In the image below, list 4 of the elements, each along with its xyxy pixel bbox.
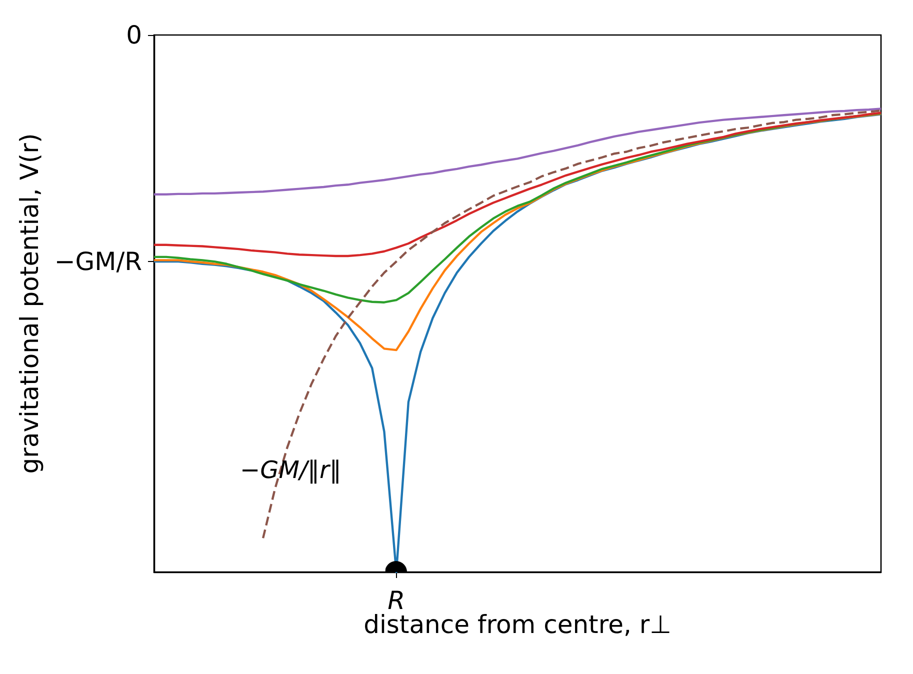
text: −GM/R: [54, 247, 142, 276]
text: 0: [126, 20, 142, 50]
annotation: −GM/‖r‖: [240, 456, 342, 484]
y-axis-title: gravitational potential, V(r): [15, 133, 44, 474]
